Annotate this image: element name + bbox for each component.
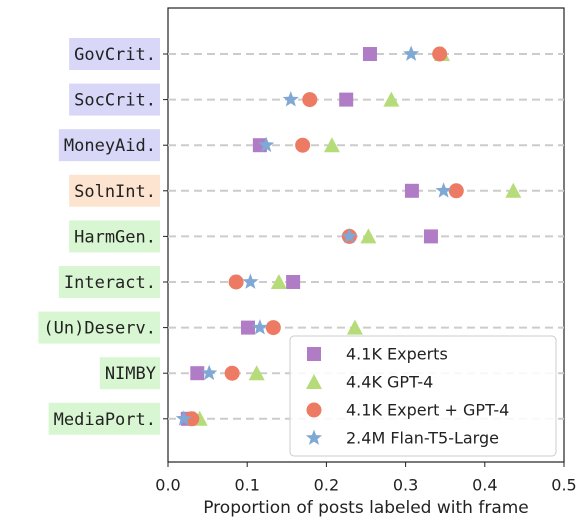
legend-label: 4.4K GPT-4 <box>346 373 433 392</box>
y-tick-label: MoneyAid. <box>64 136 156 156</box>
marker-circle <box>302 92 318 108</box>
marker-circle <box>306 402 322 418</box>
category-background <box>58 129 160 162</box>
y-tick-label: GovCrit. <box>74 45 156 65</box>
marker-star <box>251 319 268 335</box>
marker-square <box>307 347 321 361</box>
marker-circle <box>265 320 281 336</box>
marker-square <box>362 47 377 61</box>
legend-box <box>289 335 557 457</box>
marker-square <box>423 229 438 244</box>
marker-triangle <box>346 319 363 335</box>
category-background <box>69 220 160 253</box>
legend-label: 2.4M Flan-T5-Large <box>346 429 499 448</box>
y-tick-label: (Un)Deserv. <box>43 319 156 339</box>
marker-triangle <box>306 374 322 389</box>
marker-square <box>286 275 301 289</box>
y-tick-label: SocCrit. <box>74 91 156 111</box>
marker-circle <box>295 137 311 153</box>
marker-star <box>341 227 358 244</box>
y-tick-label: SolnInt. <box>74 182 156 202</box>
y-tick-label: HarmGen. <box>74 227 156 247</box>
category-background <box>58 266 160 298</box>
marker-triangle <box>323 137 340 153</box>
marker-circle <box>228 274 244 290</box>
marker-triangle <box>360 228 377 244</box>
marker-star <box>175 410 192 426</box>
category-background <box>38 311 160 344</box>
category-background <box>69 38 160 70</box>
category-background <box>69 83 160 116</box>
y-tick-label: Interact. <box>64 273 156 293</box>
marker-star <box>403 45 420 61</box>
marker-triangle <box>248 365 265 381</box>
marker-triangle <box>270 274 287 289</box>
marker-circle <box>224 365 240 381</box>
marker-triangle <box>383 91 400 107</box>
category-background <box>69 174 160 207</box>
x-tick-label: 0.3 <box>393 476 418 495</box>
marker-circle <box>432 46 448 62</box>
marker-star <box>305 429 323 445</box>
y-tick-label: MediaPort. <box>54 410 156 430</box>
x-tick-label: 0.1 <box>234 476 259 495</box>
marker-circle <box>448 183 464 199</box>
marker-triangle <box>505 182 522 198</box>
marker-square <box>404 183 419 198</box>
marker-star <box>282 91 299 107</box>
marker-square <box>190 366 205 381</box>
category-background <box>48 402 160 435</box>
marker-star <box>435 182 452 198</box>
marker-star <box>201 364 218 381</box>
x-axis-label: Proportion of posts labeled with frame <box>203 498 529 518</box>
x-tick-label: 0.0 <box>155 476 180 495</box>
x-tick-label: 0.5 <box>551 476 576 495</box>
x-tick-label: 0.2 <box>314 476 339 495</box>
marker-star <box>258 136 275 153</box>
legend-label: 4.1K Experts <box>346 345 448 364</box>
category-background <box>99 357 160 390</box>
marker-star <box>242 273 259 289</box>
x-tick-label: 0.4 <box>472 476 497 495</box>
marker-circle <box>184 411 200 427</box>
marker-square <box>240 320 255 335</box>
y-tick-label: NIMBY <box>105 364 156 384</box>
plot-frame <box>167 7 565 463</box>
marker-square <box>339 92 354 107</box>
legend-label: 4.1K Expert + GPT-4 <box>346 401 509 420</box>
